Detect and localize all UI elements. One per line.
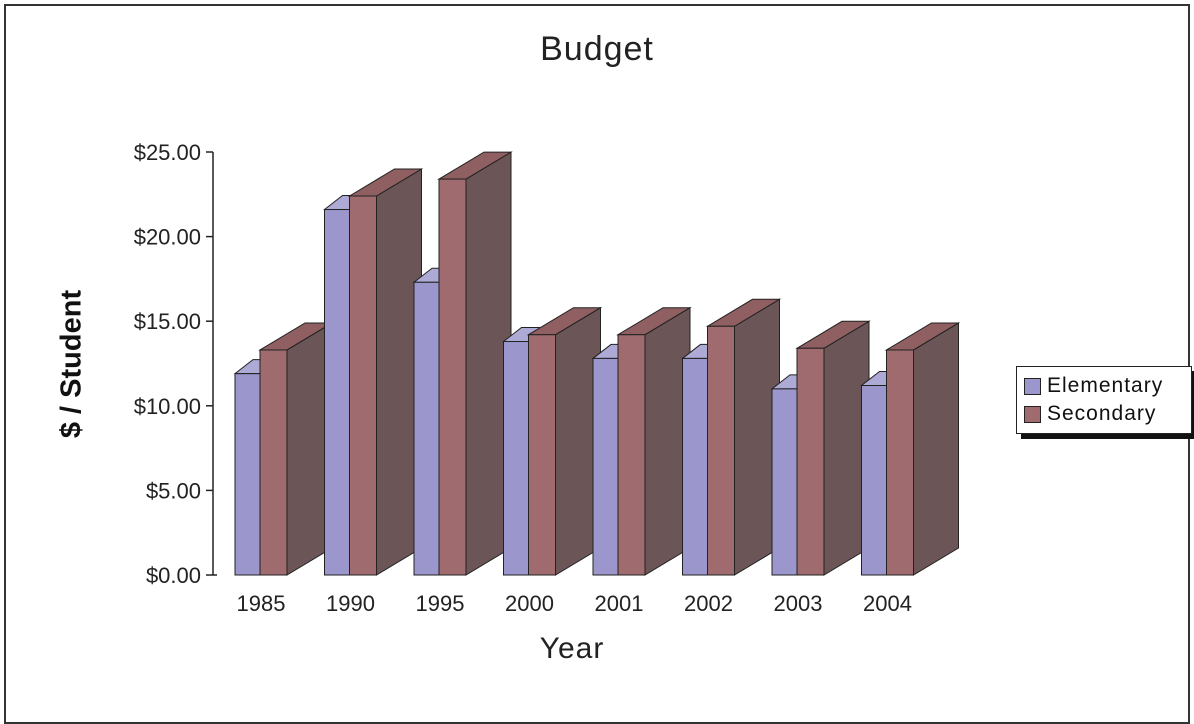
x-tick-label: 2004	[863, 591, 912, 616]
bar-secondary	[707, 325, 735, 576]
legend-label-elementary: Elementary	[1047, 374, 1164, 397]
x-tick-label: 1995	[416, 591, 465, 616]
legend-item-secondary: Secondary	[1017, 400, 1191, 428]
x-tick-label: 2003	[774, 591, 823, 616]
chart-title: Budget	[540, 30, 654, 68]
bar-secondary	[259, 349, 288, 576]
bar-elementary	[413, 281, 440, 576]
bar-secondary	[617, 334, 646, 576]
y-tick-label: $15.00	[134, 309, 201, 334]
y-tick-label: $0.00	[146, 563, 201, 588]
y-tick-label: $25.00	[134, 140, 201, 165]
x-tick-label: 2002	[684, 591, 733, 616]
bar-elementary	[682, 357, 708, 576]
y-tick-label: $20.00	[134, 225, 201, 250]
legend: Elementary Secondary	[1016, 366, 1192, 434]
bar-elementary	[324, 209, 350, 576]
bar-elementary	[234, 373, 261, 576]
bar-elementary	[771, 388, 798, 576]
x-tick-label: 2001	[595, 591, 644, 616]
bar-secondary	[886, 349, 914, 576]
bar-secondary	[528, 334, 556, 576]
bar-elementary	[861, 384, 887, 576]
bar-secondary	[349, 195, 377, 576]
y-tick-label: $5.00	[146, 478, 201, 503]
x-tick-label: 1990	[326, 591, 375, 616]
x-tick-label: 1985	[237, 591, 286, 616]
y-tick-label: $10.00	[134, 394, 201, 419]
y-axis-label: $ / Student	[55, 289, 88, 439]
x-tick-label: 2000	[505, 591, 554, 616]
x-axis-label: Year	[539, 632, 605, 665]
legend-label-secondary: Secondary	[1047, 402, 1157, 425]
legend-swatch-secondary	[1024, 405, 1041, 423]
bar-side-secondary	[913, 322, 959, 576]
bar-elementary	[503, 341, 529, 576]
legend-item-elementary: Elementary	[1017, 372, 1191, 400]
bar-secondary	[796, 347, 825, 576]
bar-elementary	[592, 357, 619, 576]
bar-secondary	[438, 178, 467, 576]
legend-swatch-elementary	[1024, 377, 1041, 395]
